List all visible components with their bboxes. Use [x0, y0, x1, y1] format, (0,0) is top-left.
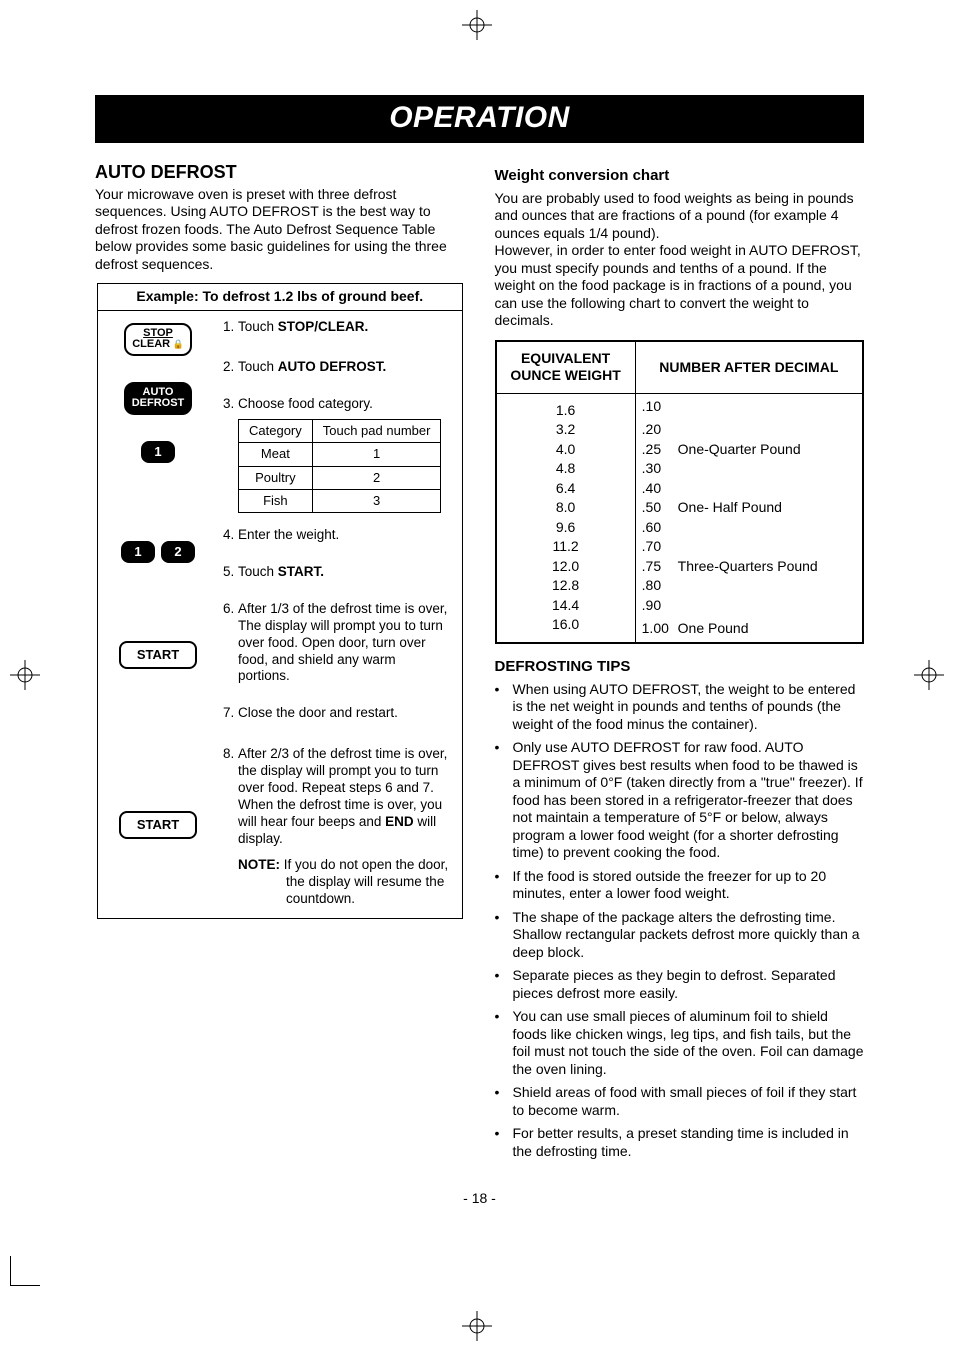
list-item: The shape of the package alters the defr… [509, 909, 865, 962]
conversion-table: EQUIVALENT OUNCE WEIGHT NUMBER AFTER DEC… [495, 340, 865, 644]
list-item: If the food is stored outside the freeze… [509, 868, 865, 903]
table-row: 6.4.40 [496, 479, 864, 499]
keypad-1-icon: 1 [141, 441, 175, 463]
step-4: Enter the weight. [238, 527, 450, 544]
example-steps: Touch STOP/CLEAR. Touch AUTO DEFROST. Ch… [220, 319, 450, 909]
note-text: NOTE: If you do not open the door, the d… [268, 857, 450, 908]
step-3: Choose food category. CategoryTouch pad … [238, 396, 450, 513]
registration-mark-icon [462, 1311, 492, 1341]
example-box: Example: To defrost 1.2 lbs of ground be… [97, 283, 463, 919]
registration-mark-icon [914, 660, 944, 690]
lock-icon: 🔒 [170, 339, 184, 349]
step-1: Touch STOP/CLEAR. [238, 319, 450, 336]
step-8: After 2/3 of the defrost time is over, t… [238, 746, 450, 847]
auto-defrost-button-icon: AUTODEFROST [124, 382, 193, 415]
table-row: 8.0.50One- Half Pound [496, 498, 864, 518]
registration-mark-icon [462, 10, 492, 40]
category-table: CategoryTouch pad number Meat1 Poultry2 … [238, 419, 441, 513]
table-row: 16.01.00One Pound [496, 615, 864, 643]
defrosting-tips-heading: DEFROSTING TIPS [495, 658, 865, 677]
left-column: AUTO DEFROST Your microwave oven is pres… [95, 161, 465, 1166]
table-row: 12.8.80 [496, 576, 864, 596]
defrosting-tips-list: When using AUTO DEFROST, the weight to b… [495, 681, 865, 1161]
start-button-icon: START [119, 811, 197, 839]
crop-mark-icon [10, 1256, 40, 1286]
example-title: Example: To defrost 1.2 lbs of ground be… [98, 284, 462, 311]
page-number: - 18 - [95, 1190, 864, 1206]
conversion-intro-2: However, in order to enter food weight i… [495, 242, 865, 330]
table-row: 4.0.25One-Quarter Pound [496, 440, 864, 460]
auto-defrost-heading: AUTO DEFROST [95, 161, 465, 184]
table-row: 3.2.20 [496, 420, 864, 440]
conversion-intro-1: You are probably used to food weights as… [495, 190, 865, 243]
table-row: 12.0.75Three-Quarters Pound [496, 557, 864, 577]
list-item: You can use small pieces of aluminum foi… [509, 1008, 865, 1078]
step-2: Touch AUTO DEFROST. [238, 359, 450, 376]
auto-defrost-intro: Your microwave oven is preset with three… [95, 186, 465, 274]
table-row: 1.6.10 [496, 393, 864, 420]
weight-conversion-heading: Weight conversion chart [495, 167, 865, 186]
conv-head-1: EQUIVALENT OUNCE WEIGHT [496, 341, 636, 394]
list-item: Only use AUTO DEFROST for raw food. AUTO… [509, 739, 865, 862]
conv-head-2: NUMBER AFTER DECIMAL [635, 341, 863, 394]
step-7: Close the door and restart. [238, 705, 450, 722]
table-row: 11.2.70 [496, 537, 864, 557]
step-6: After 1/3 of the defrost time is over, T… [238, 601, 450, 685]
list-item: Separate pieces as they begin to defrost… [509, 967, 865, 1002]
table-row: 4.8.30 [496, 459, 864, 479]
list-item: For better results, a preset standing ti… [509, 1125, 865, 1160]
registration-mark-icon [10, 660, 40, 690]
table-row: 14.4.90 [496, 596, 864, 616]
page-title: OPERATION [95, 95, 864, 143]
step-5: Touch START. [238, 564, 450, 581]
list-item: Shield areas of food with small pieces o… [509, 1084, 865, 1119]
start-button-icon: START [119, 641, 197, 669]
stop-clear-button-icon: STOP CLEAR 🔒 [124, 323, 192, 356]
table-row: 9.6.60 [496, 518, 864, 538]
right-column: Weight conversion chart You are probably… [495, 161, 865, 1166]
list-item: When using AUTO DEFROST, the weight to b… [509, 681, 865, 734]
keypad-1-2-icon: 1 2 [121, 541, 195, 563]
